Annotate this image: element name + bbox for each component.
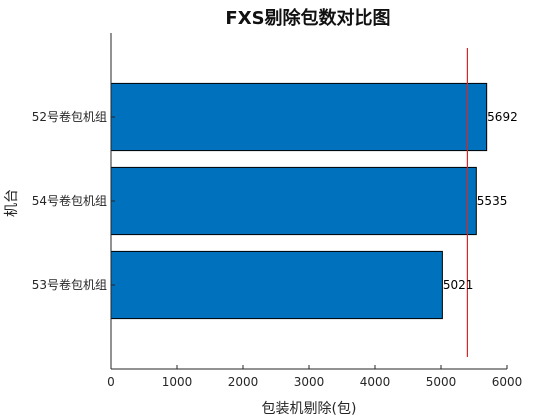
bar-2 bbox=[110, 166, 477, 236]
y-axis-label: 机台 bbox=[4, 189, 20, 217]
bar-3 bbox=[110, 82, 488, 152]
data-label-1: 5021 bbox=[443, 278, 474, 292]
chart-title: FXS剔除包数对比图 bbox=[225, 7, 390, 29]
category-label-3: 52号卷包机组 bbox=[32, 109, 107, 124]
bars-group bbox=[110, 82, 488, 320]
x-tick-label-0: 0 bbox=[107, 375, 115, 389]
x-tick-label-1000: 1000 bbox=[162, 375, 193, 389]
axes-group bbox=[110, 33, 508, 370]
category-label-1: 53号卷包机组 bbox=[32, 277, 107, 292]
bar-1 bbox=[110, 250, 443, 320]
data-label-3: 5692 bbox=[487, 110, 518, 124]
x-tick-label-3000: 3000 bbox=[294, 375, 325, 389]
x-tick-label-5000: 5000 bbox=[426, 375, 457, 389]
x-tick-label-4000: 4000 bbox=[360, 375, 391, 389]
x-tick-label-6000: 6000 bbox=[492, 375, 523, 389]
labels-group: 0 1000 2000 3000 4000 5000 6000 53号卷包机组 54号卷包机组 5… bbox=[32, 109, 523, 389]
x-axis-label: 包装机剔除(包) bbox=[262, 401, 357, 417]
category-label-2: 54号卷包机组 bbox=[32, 193, 107, 208]
data-label-2: 5535 bbox=[477, 194, 508, 208]
x-tick-label-2000: 2000 bbox=[228, 375, 259, 389]
